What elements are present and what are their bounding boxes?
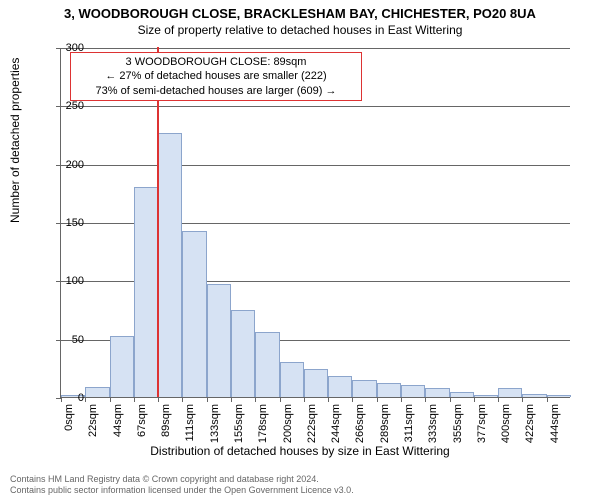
x-tick-mark	[182, 397, 183, 402]
x-tick-mark	[450, 397, 451, 402]
y-axis-label: Number of detached properties	[8, 58, 22, 223]
annotation-box: 3 WOODBOROUGH CLOSE: 89sqm← 27% of detac…	[70, 52, 362, 101]
y-tick-label: 0	[44, 392, 84, 404]
histogram-bar	[255, 332, 279, 397]
histogram-bar	[328, 376, 352, 397]
histogram-bar	[498, 388, 522, 397]
x-axis-label: Distribution of detached houses by size …	[0, 444, 600, 458]
x-tick-mark	[255, 397, 256, 402]
y-tick-label: 100	[44, 275, 84, 287]
histogram-bar	[110, 336, 134, 397]
page-title: 3, WOODBOROUGH CLOSE, BRACKLESHAM BAY, C…	[0, 0, 600, 21]
histogram-bar	[280, 362, 304, 397]
x-tick-mark	[304, 397, 305, 402]
x-tick-mark	[158, 397, 159, 402]
x-tick-mark	[110, 397, 111, 402]
histogram-bar	[377, 383, 401, 397]
y-tick-label: 150	[44, 217, 84, 229]
x-tick-mark	[522, 397, 523, 402]
grid-line	[61, 106, 570, 107]
histogram-bar	[522, 394, 546, 398]
y-tick-label: 50	[44, 334, 84, 346]
histogram-bar	[231, 310, 255, 398]
x-tick-mark	[498, 397, 499, 402]
histogram-bar	[450, 392, 474, 397]
grid-line	[61, 165, 570, 166]
footer-line-2: Contains public sector information licen…	[10, 485, 354, 496]
y-tick-label: 200	[44, 159, 84, 171]
histogram-bar	[85, 387, 109, 398]
grid-line	[61, 48, 570, 49]
histogram-bar	[158, 133, 182, 397]
histogram-bar	[352, 380, 376, 398]
footer-line-1: Contains HM Land Registry data © Crown c…	[10, 474, 354, 485]
histogram-bar	[547, 395, 571, 397]
annotation-line: 3 WOODBOROUGH CLOSE: 89sqm	[77, 55, 355, 69]
x-tick-mark	[377, 397, 378, 402]
histogram-bar	[304, 369, 328, 397]
page-subtitle: Size of property relative to detached ho…	[0, 21, 600, 37]
x-tick-mark	[425, 397, 426, 402]
annotation-line: ← 27% of detached houses are smaller (22…	[77, 69, 355, 83]
x-tick-mark	[352, 397, 353, 402]
histogram-bar	[134, 187, 158, 397]
histogram-bar	[182, 231, 206, 397]
histogram-bar	[425, 388, 449, 397]
x-tick-mark	[328, 397, 329, 402]
x-tick-mark	[207, 397, 208, 402]
footer-attribution: Contains HM Land Registry data © Crown c…	[10, 474, 354, 496]
x-tick-mark	[231, 397, 232, 402]
histogram-bar	[401, 385, 425, 397]
x-tick-mark	[134, 397, 135, 402]
x-tick-mark	[401, 397, 402, 402]
histogram-bar	[474, 395, 498, 397]
annotation-line: 73% of semi-detached houses are larger (…	[77, 84, 355, 98]
x-tick-mark	[85, 397, 86, 402]
x-tick-mark	[547, 397, 548, 402]
x-tick-mark	[474, 397, 475, 402]
histogram-bar	[207, 284, 231, 397]
x-tick-mark	[280, 397, 281, 402]
y-tick-label: 250	[44, 100, 84, 112]
